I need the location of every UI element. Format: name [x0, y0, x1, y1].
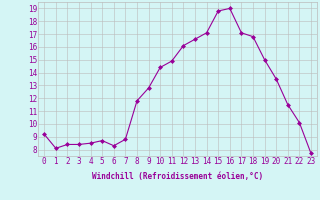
X-axis label: Windchill (Refroidissement éolien,°C): Windchill (Refroidissement éolien,°C) [92, 172, 263, 181]
